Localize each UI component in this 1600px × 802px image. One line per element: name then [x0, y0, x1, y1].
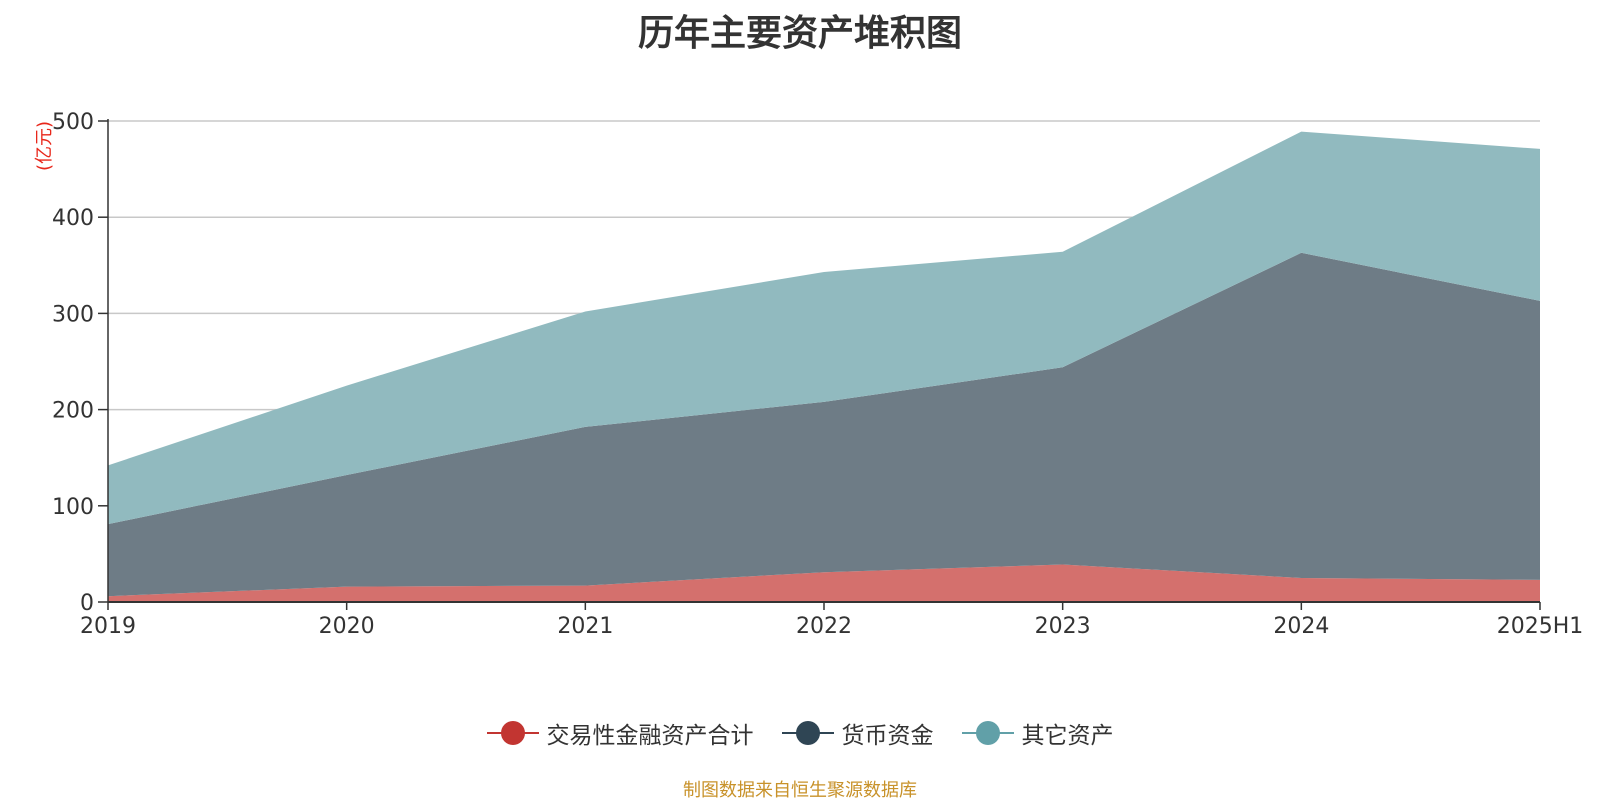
legend: 交易性金融资产合计 货币资金 其它资产 [0, 716, 1600, 750]
legend-item[interactable]: 交易性金融资产合计 [486, 716, 754, 750]
x-tick-label: 2023 [1035, 614, 1091, 639]
area-layer [108, 131, 1540, 602]
area-其它资产 [108, 131, 1540, 525]
y-tick-label: 500 [52, 110, 94, 135]
x-tick-label: 2020 [319, 614, 375, 639]
y-unit-label: (亿元) [34, 121, 55, 171]
area-货币资金 [108, 252, 1540, 597]
legend-label: 其它资产 [1021, 723, 1114, 749]
x-tick-label: 2022 [796, 614, 852, 639]
legend-label: 货币资金 [841, 723, 934, 749]
y-tick-label: 100 [52, 495, 94, 520]
y-tick-label: 0 [80, 591, 94, 616]
x-tick-label: 2019 [80, 614, 136, 639]
legend-item[interactable]: 其它资产 [961, 716, 1114, 750]
label-layer: 0 100 200 300 400 500(亿元) 2019 2020 2021 2022 2023… [34, 110, 1583, 639]
legend-marker-icon [961, 721, 1014, 745]
x-tick-label: 2024 [1273, 614, 1329, 639]
legend-marker-icon [781, 721, 834, 745]
y-tick-label: 300 [52, 302, 94, 327]
legend-marker-icon [486, 721, 539, 745]
y-tick-label: 200 [52, 399, 94, 424]
chart-title: 历年主要资产堆积图 [637, 13, 962, 54]
data-source-note: 制图数据来自恒生聚源数据库 [683, 780, 917, 801]
area-交易性金融资产合计 [108, 564, 1540, 602]
x-tick-label: 2021 [557, 614, 613, 639]
x-tick-label: 2025H1 [1497, 614, 1584, 639]
legend-item[interactable]: 货币资金 [781, 716, 934, 750]
legend-label: 交易性金融资产合计 [546, 723, 754, 749]
y-tick-label: 400 [52, 206, 94, 231]
axis-layer [98, 119, 1541, 610]
